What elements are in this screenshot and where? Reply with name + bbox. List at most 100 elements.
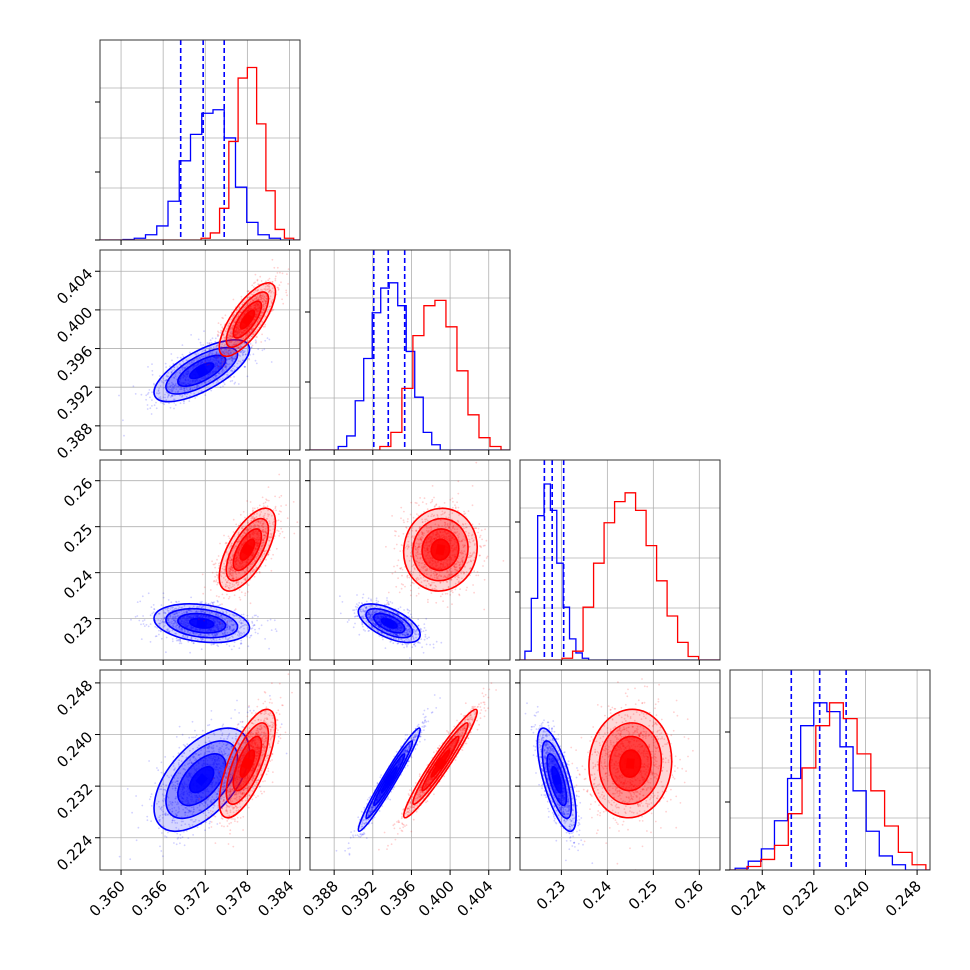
sample-point xyxy=(238,632,241,635)
sample-point xyxy=(232,324,235,327)
sample-point xyxy=(170,390,173,392)
sample-point xyxy=(202,355,205,358)
sample-point xyxy=(138,619,141,622)
sample-point xyxy=(204,355,207,358)
panel-0-0 xyxy=(95,39,301,245)
sample-point xyxy=(256,619,258,622)
sample-point xyxy=(171,359,173,362)
density-peak xyxy=(241,543,254,556)
sample-point xyxy=(239,619,242,621)
sample-point xyxy=(208,363,210,366)
sample-point xyxy=(166,608,169,610)
sample-point xyxy=(230,566,233,569)
sample-point xyxy=(246,614,249,617)
sample-point xyxy=(278,496,281,499)
sample-point xyxy=(254,289,257,292)
sample-point xyxy=(213,580,215,583)
sample-point xyxy=(265,304,267,307)
sample-point xyxy=(181,366,184,369)
sample-point xyxy=(262,522,265,525)
sample-point xyxy=(250,634,253,637)
sample-point xyxy=(235,523,238,526)
sample-point xyxy=(248,526,251,528)
sample-point xyxy=(264,530,266,532)
sample-point xyxy=(229,556,231,559)
sample-point xyxy=(230,648,233,651)
sample-point xyxy=(231,555,234,558)
sample-point xyxy=(262,515,265,518)
sample-point xyxy=(164,616,166,618)
sample-point xyxy=(245,305,248,307)
sample-point xyxy=(181,628,184,630)
sample-point xyxy=(230,558,233,561)
sample-point xyxy=(254,273,257,276)
sample-point xyxy=(254,298,257,300)
sample-point xyxy=(216,341,219,344)
sample-point xyxy=(231,327,234,330)
sample-point xyxy=(236,309,238,311)
sample-point xyxy=(249,527,252,530)
sample-point xyxy=(171,609,173,612)
sample-point xyxy=(410,636,413,639)
sample-point xyxy=(241,622,244,624)
sample-point xyxy=(218,595,220,598)
sample-point xyxy=(200,602,203,604)
sample-point xyxy=(142,615,145,617)
sample-point xyxy=(387,603,390,605)
sample-point xyxy=(248,331,251,334)
sample-point xyxy=(203,381,206,383)
sample-point xyxy=(179,629,182,631)
sample-point xyxy=(352,626,355,629)
sample-point xyxy=(174,384,177,386)
sample-point xyxy=(227,567,230,570)
sample-point xyxy=(233,348,236,351)
sample-point xyxy=(375,601,378,604)
sample-point xyxy=(123,434,125,437)
sample-point xyxy=(226,638,229,641)
sample-point xyxy=(234,570,236,573)
sample-point xyxy=(213,563,216,566)
sample-point xyxy=(207,633,210,636)
sample-point xyxy=(255,557,258,560)
sample-point xyxy=(207,380,210,383)
sample-point xyxy=(175,639,178,642)
contour-line xyxy=(218,282,277,358)
sample-point xyxy=(270,569,273,572)
sample-point xyxy=(171,617,174,619)
sample-point xyxy=(208,348,211,351)
sample-point xyxy=(232,325,235,327)
sample-point xyxy=(258,525,261,528)
sample-point xyxy=(183,367,186,370)
sample-point xyxy=(153,384,156,386)
sample-point xyxy=(251,570,254,573)
sample-point xyxy=(216,632,219,635)
sample-point xyxy=(246,591,249,593)
sample-point xyxy=(369,615,372,618)
sample-point xyxy=(265,518,268,521)
sample-point xyxy=(252,515,254,518)
sample-point xyxy=(176,356,179,359)
sample-point xyxy=(353,612,356,614)
sample-point xyxy=(234,355,237,358)
sample-point xyxy=(233,338,236,341)
sample-point xyxy=(200,609,202,612)
sample-point xyxy=(252,286,255,288)
sample-point xyxy=(408,615,410,618)
sample-point xyxy=(274,628,277,630)
sample-point xyxy=(224,364,226,367)
sample-point xyxy=(152,604,155,606)
sample-point xyxy=(183,400,185,403)
sample-point xyxy=(243,301,246,304)
sample-point xyxy=(246,627,249,629)
sample-point xyxy=(257,519,260,522)
sample-point xyxy=(179,394,181,397)
sample-point xyxy=(216,644,219,647)
sample-point xyxy=(251,328,253,331)
sample-point xyxy=(276,272,279,274)
sample-point xyxy=(228,338,231,341)
sample-point xyxy=(231,542,233,545)
sample-point xyxy=(192,642,195,644)
sample-point xyxy=(186,363,189,365)
sample-point xyxy=(242,351,245,353)
sample-point xyxy=(262,305,265,307)
